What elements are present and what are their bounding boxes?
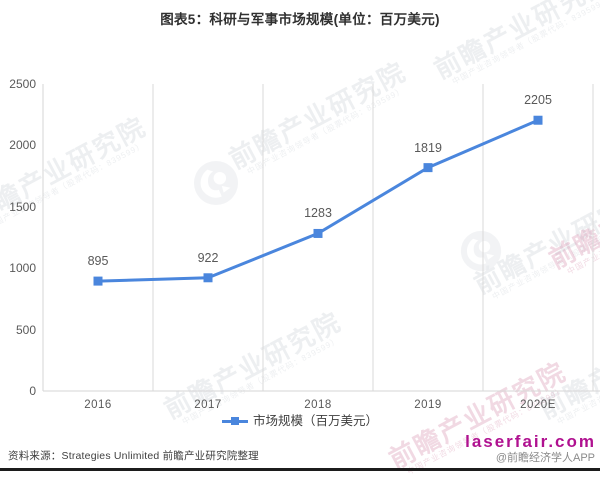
data-point-label: 2205 xyxy=(524,93,552,108)
source-note: 资料来源：Strategies Unlimited 前瞻产业研究院整理 xyxy=(8,450,259,462)
credit-text: @前瞻经济学人APP xyxy=(495,452,595,464)
x-tick-label: 2018 xyxy=(304,399,332,411)
data-point-marker xyxy=(93,276,103,286)
y-tick-label: 500 xyxy=(15,322,36,337)
legend-line-marker-icon xyxy=(221,417,248,425)
x-tick-label: 2019 xyxy=(414,399,442,411)
y-tick-label: 1500 xyxy=(9,199,36,214)
line-plot xyxy=(42,84,600,392)
data-point-marker xyxy=(313,228,323,238)
x-tick-label: 2020E xyxy=(520,399,556,411)
y-tick-label: 0 xyxy=(29,384,36,398)
data-point-label: 895 xyxy=(87,254,109,269)
bottom-divider xyxy=(0,468,600,471)
data-point-marker xyxy=(423,163,433,173)
chart-title: 图表5：科研与军事市场规模(单位：百万美元) xyxy=(160,12,440,27)
data-point-marker xyxy=(203,273,213,283)
data-point-label: 922 xyxy=(197,250,219,265)
y-tick-label: 2000 xyxy=(9,138,36,153)
x-tick-label: 2016 xyxy=(84,399,112,411)
data-point-label: 1819 xyxy=(414,140,442,155)
legend-label: 市场规模（百万美元） xyxy=(252,414,378,428)
y-tick-label: 2500 xyxy=(9,77,36,91)
legend: 市场规模（百万美元） xyxy=(0,412,600,430)
data-point-marker xyxy=(533,115,543,125)
x-tick-label: 2017 xyxy=(194,399,222,411)
data-point-label: 1283 xyxy=(304,206,332,221)
site-link[interactable]: laserfair.com xyxy=(465,432,596,451)
y-tick-label: 1000 xyxy=(9,261,36,276)
